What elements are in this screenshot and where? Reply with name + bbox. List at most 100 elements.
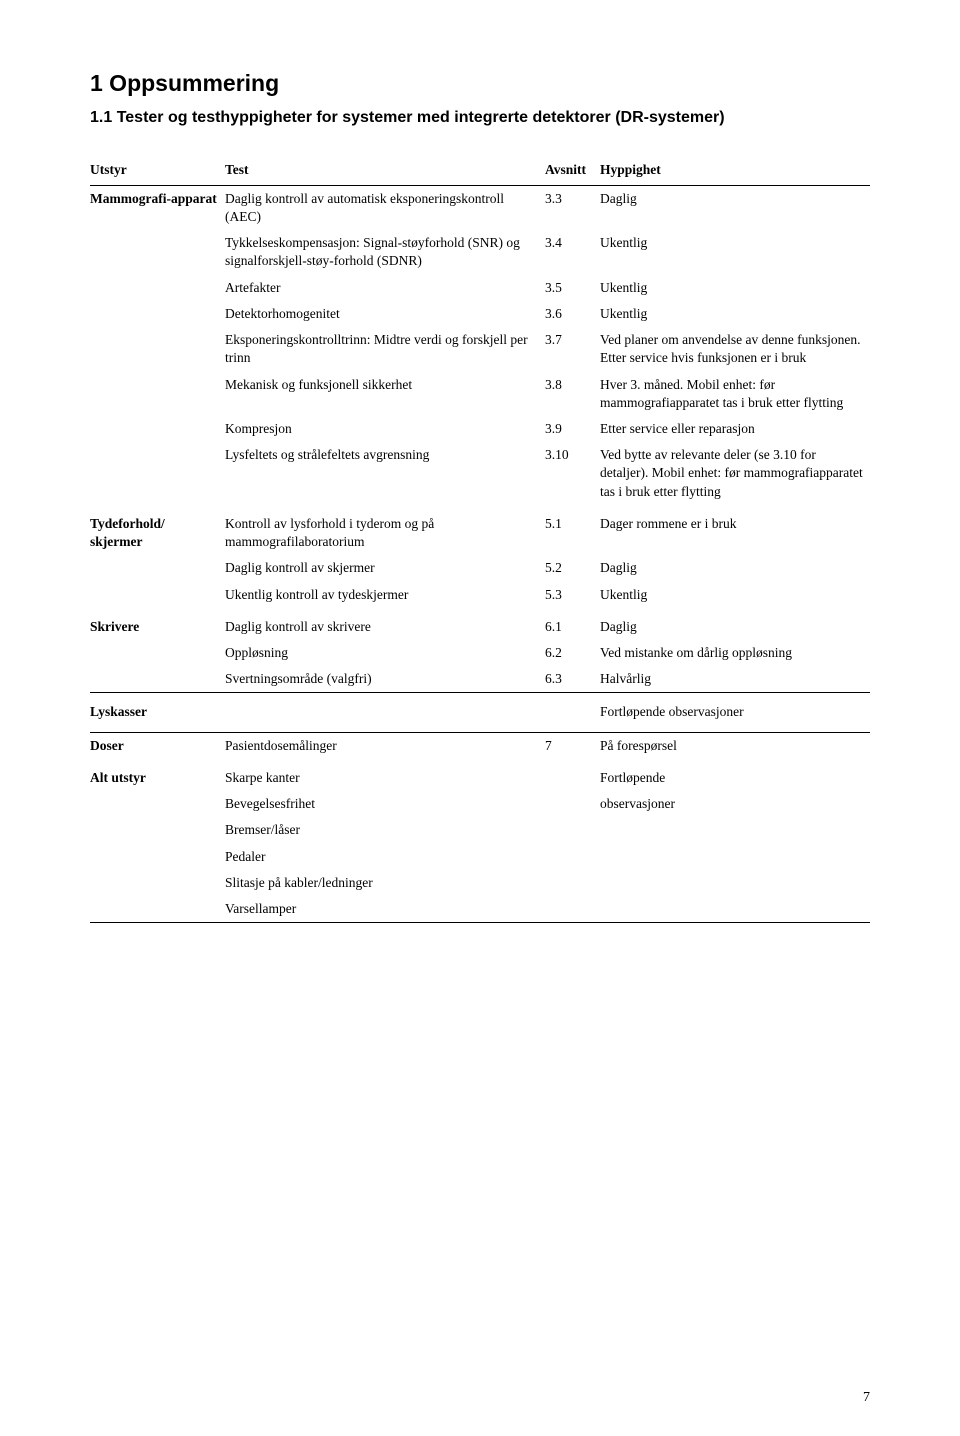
- cell-utstyr: [90, 666, 225, 693]
- cell-test: [225, 693, 545, 732]
- cell-hyppighet: Daglig: [600, 185, 870, 230]
- cell-utstyr: [90, 791, 225, 817]
- cell-hyppighet: Ved mistanke om dårlig oppløsning: [600, 640, 870, 666]
- cell-avsnitt: 3.6: [545, 301, 600, 327]
- cell-utstyr: Alt utstyr: [90, 759, 225, 791]
- cell-test: Svertningsområde (valgfri): [225, 666, 545, 693]
- cell-utstyr: Doser: [90, 732, 225, 759]
- col-header-test: Test: [225, 157, 545, 186]
- cell-hyppighet: Ukentlig: [600, 301, 870, 327]
- cell-avsnitt: [545, 791, 600, 817]
- cell-test: Lysfeltets og strålefeltets avgrensning: [225, 442, 545, 505]
- cell-utstyr: [90, 442, 225, 505]
- cell-hyppighet: Fortløpende observasjoner: [600, 693, 870, 732]
- cell-test: Pasientdosemålinger: [225, 732, 545, 759]
- table-row: Mekanisk og funksjonell sikkerhet3.8Hver…: [90, 372, 870, 416]
- table-row: Svertningsområde (valgfri)6.3Halvårlig: [90, 666, 870, 693]
- cell-hyppighet: Dager rommene er i bruk: [600, 505, 870, 555]
- table-row: Tykkelseskompensasjon: Signal-støyforhol…: [90, 230, 870, 274]
- cell-test: Varsellamper: [225, 896, 545, 923]
- table-row: Slitasje på kabler/ledninger: [90, 870, 870, 896]
- col-header-avsnitt: Avsnitt: [545, 157, 600, 186]
- cell-test: Detektorhomogenitet: [225, 301, 545, 327]
- cell-test: Ukentlig kontroll av tydeskjermer: [225, 582, 545, 608]
- table-row: Mammografi-apparatDaglig kontroll av aut…: [90, 185, 870, 230]
- cell-utstyr: [90, 416, 225, 442]
- cell-test: Kontroll av lysforhold i tyderom og på m…: [225, 505, 545, 555]
- cell-test: Daglig kontroll av skrivere: [225, 608, 545, 640]
- cell-hyppighet: [600, 870, 870, 896]
- cell-hyppighet: observasjoner: [600, 791, 870, 817]
- cell-avsnitt: 7: [545, 732, 600, 759]
- cell-avsnitt: [545, 759, 600, 791]
- cell-utstyr: [90, 870, 225, 896]
- cell-utstyr: [90, 582, 225, 608]
- cell-avsnitt: 3.7: [545, 327, 600, 371]
- cell-test: Kompresjon: [225, 416, 545, 442]
- table-row: DoserPasientdosemålinger7På forespørsel: [90, 732, 870, 759]
- cell-hyppighet: Halvårlig: [600, 666, 870, 693]
- col-header-utstyr: Utstyr: [90, 157, 225, 186]
- cell-avsnitt: 3.5: [545, 275, 600, 301]
- cell-hyppighet: [600, 896, 870, 923]
- cell-test: Skarpe kanter: [225, 759, 545, 791]
- cell-hyppighet: Ved planer om anvendelse av denne funksj…: [600, 327, 870, 371]
- cell-avsnitt: 3.8: [545, 372, 600, 416]
- table-row: Pedaler: [90, 844, 870, 870]
- col-header-hyppighet: Hyppighet: [600, 157, 870, 186]
- cell-avsnitt: 5.3: [545, 582, 600, 608]
- cell-hyppighet: Fortløpende: [600, 759, 870, 791]
- cell-utstyr: [90, 555, 225, 581]
- cell-hyppighet: På forespørsel: [600, 732, 870, 759]
- cell-utstyr: Mammografi-apparat: [90, 185, 225, 230]
- table-body: Mammografi-apparatDaglig kontroll av aut…: [90, 185, 870, 922]
- table-header-row: Utstyr Test Avsnitt Hyppighet: [90, 157, 870, 186]
- table-row: Kompresjon3.9Etter service eller reparas…: [90, 416, 870, 442]
- table-row: LyskasserFortløpende observasjoner: [90, 693, 870, 732]
- heading-2: 1.1 Tester og testhyppigheter for system…: [90, 107, 870, 129]
- cell-test: Bremser/låser: [225, 817, 545, 843]
- cell-utstyr: [90, 301, 225, 327]
- cell-avsnitt: 3.9: [545, 416, 600, 442]
- cell-avsnitt: 3.4: [545, 230, 600, 274]
- cell-utstyr: Tydeforhold/ skjermer: [90, 505, 225, 555]
- cell-utstyr: [90, 896, 225, 923]
- cell-test: Pedaler: [225, 844, 545, 870]
- cell-hyppighet: [600, 817, 870, 843]
- cell-test: Slitasje på kabler/ledninger: [225, 870, 545, 896]
- cell-test: Daglig kontroll av skjermer: [225, 555, 545, 581]
- cell-hyppighet: Ved bytte av relevante deler (se 3.10 fo…: [600, 442, 870, 505]
- cell-avsnitt: 5.1: [545, 505, 600, 555]
- table-row: SkrivereDaglig kontroll av skrivere6.1Da…: [90, 608, 870, 640]
- page-number: 7: [863, 1390, 870, 1406]
- table-row: Eksponeringskontrolltrinn: Midtre verdi …: [90, 327, 870, 371]
- cell-utstyr: [90, 230, 225, 274]
- cell-utstyr: [90, 640, 225, 666]
- cell-utstyr: [90, 844, 225, 870]
- cell-avsnitt: [545, 896, 600, 923]
- cell-hyppighet: Ukentlig: [600, 275, 870, 301]
- table-row: Lysfeltets og strålefeltets avgrensning3…: [90, 442, 870, 505]
- cell-test: Mekanisk og funksjonell sikkerhet: [225, 372, 545, 416]
- cell-avsnitt: 6.2: [545, 640, 600, 666]
- cell-avsnitt: 3.10: [545, 442, 600, 505]
- cell-test: Daglig kontroll av automatisk eksponerin…: [225, 185, 545, 230]
- cell-avsnitt: 3.3: [545, 185, 600, 230]
- cell-hyppighet: Daglig: [600, 608, 870, 640]
- table-row: Bremser/låser: [90, 817, 870, 843]
- cell-utstyr: [90, 275, 225, 301]
- cell-avsnitt: 6.3: [545, 666, 600, 693]
- cell-test: Eksponeringskontrolltrinn: Midtre verdi …: [225, 327, 545, 371]
- cell-hyppighet: Hver 3. måned. Mobil enhet: før mammogra…: [600, 372, 870, 416]
- cell-hyppighet: Ukentlig: [600, 230, 870, 274]
- cell-utstyr: Skrivere: [90, 608, 225, 640]
- table-row: Varsellamper: [90, 896, 870, 923]
- table-row: Detektorhomogenitet3.6Ukentlig: [90, 301, 870, 327]
- cell-test: Oppløsning: [225, 640, 545, 666]
- cell-avsnitt: 5.2: [545, 555, 600, 581]
- cell-avsnitt: [545, 870, 600, 896]
- cell-utstyr: [90, 372, 225, 416]
- cell-utstyr: [90, 817, 225, 843]
- cell-avsnitt: [545, 817, 600, 843]
- cell-hyppighet: Etter service eller reparasjon: [600, 416, 870, 442]
